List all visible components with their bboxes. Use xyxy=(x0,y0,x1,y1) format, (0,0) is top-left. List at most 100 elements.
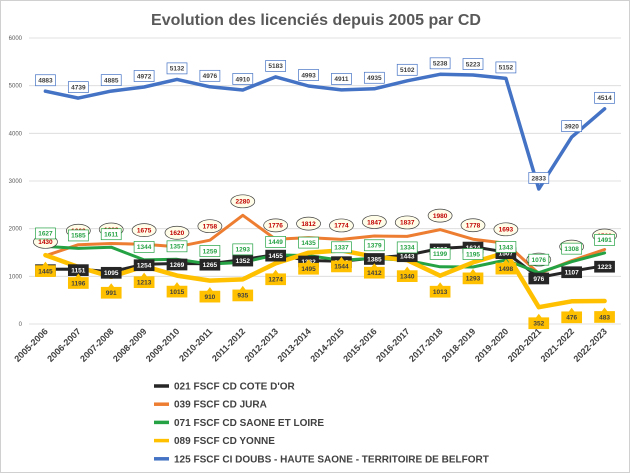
svg-text:5132: 5132 xyxy=(170,66,185,73)
gridlines xyxy=(29,37,621,325)
data-label: 1495 xyxy=(298,259,319,275)
svg-text:1107: 1107 xyxy=(565,270,579,277)
data-label: 1498 xyxy=(495,259,517,275)
data-label: 1758 xyxy=(197,219,223,234)
svg-text:2833: 2833 xyxy=(532,175,547,182)
data-label: 1774 xyxy=(329,218,354,233)
data-label: 1340 xyxy=(396,266,418,282)
y-tick-label: 4000 xyxy=(9,131,23,137)
data-label: 1293 xyxy=(462,268,484,285)
svg-text:1412: 1412 xyxy=(367,270,382,277)
data-label: 2833 xyxy=(528,172,550,184)
x-tick-label: 2022-2023 xyxy=(571,326,609,364)
data-label: 4935 xyxy=(363,71,385,84)
data-label: 483 xyxy=(594,307,615,323)
svg-text:1491: 1491 xyxy=(597,237,612,244)
data-label: 1265 xyxy=(199,258,221,271)
data-label: 1847 xyxy=(361,215,387,229)
data-label: 1693 xyxy=(493,222,519,237)
series-lines xyxy=(43,72,607,310)
svg-text:1199: 1199 xyxy=(433,251,447,258)
svg-text:935: 935 xyxy=(237,293,248,300)
svg-text:1620: 1620 xyxy=(170,230,185,237)
data-label: 1455 xyxy=(265,249,287,262)
data-label: 1778 xyxy=(460,218,486,233)
data-label: 5183 xyxy=(265,60,287,72)
x-tick-label: 2012-2013 xyxy=(243,326,281,364)
data-label: 4911 xyxy=(331,73,352,85)
svg-text:1435: 1435 xyxy=(301,240,316,247)
data-label: 910 xyxy=(199,287,221,303)
x-tick-label: 2021-2022 xyxy=(539,326,577,364)
data-label: 1293 xyxy=(232,243,254,256)
legend-entry: 071 FSCF CD SAONE ET LOIRE xyxy=(154,418,324,429)
y-tick-label: 6000 xyxy=(9,36,23,42)
data-label: 476 xyxy=(561,307,583,324)
svg-text:4935: 4935 xyxy=(367,75,382,82)
x-tick-label: 2014-2015 xyxy=(308,326,346,364)
legend-entry: 125 FSCF CI DOUBS - HAUTE SAONE - TERRIT… xyxy=(154,454,489,465)
legend-label: 021 FSCF CD COTE D'OR xyxy=(174,382,296,393)
svg-text:976: 976 xyxy=(533,276,544,283)
svg-text:1980: 1980 xyxy=(433,213,448,220)
data-label: 4885 xyxy=(100,74,122,86)
svg-text:1352: 1352 xyxy=(236,258,251,265)
svg-text:1778: 1778 xyxy=(466,223,481,230)
svg-text:1013: 1013 xyxy=(433,289,448,296)
svg-text:1337: 1337 xyxy=(334,245,349,252)
data-label: 1620 xyxy=(164,225,190,240)
data-label: 4910 xyxy=(232,73,254,85)
svg-text:1293: 1293 xyxy=(236,247,251,254)
data-label: 991 xyxy=(100,283,122,299)
data-label: 1344 xyxy=(133,241,155,253)
y-tick-label: 1000 xyxy=(9,274,23,280)
data-label: 1435 xyxy=(298,236,319,249)
y-tick-label: 5000 xyxy=(9,84,23,90)
svg-text:1343: 1343 xyxy=(499,244,514,251)
data-label: 935 xyxy=(232,285,254,302)
svg-text:1774: 1774 xyxy=(334,223,349,230)
data-label: 2280 xyxy=(230,194,256,209)
data-label: 1385 xyxy=(363,253,385,265)
svg-text:5152: 5152 xyxy=(499,65,514,72)
data-label: 1223 xyxy=(594,260,615,273)
svg-text:1344: 1344 xyxy=(137,244,152,251)
svg-text:1196: 1196 xyxy=(71,280,85,287)
x-tick-label: 2008-2009 xyxy=(111,326,149,364)
data-label: 1776 xyxy=(263,218,289,233)
data-label: 1195 xyxy=(462,248,484,260)
svg-text:1269: 1269 xyxy=(170,262,185,269)
data-label: 1812 xyxy=(296,216,321,231)
svg-text:1254: 1254 xyxy=(137,263,152,270)
data-label: 1076 xyxy=(528,253,550,266)
data-label: 4972 xyxy=(133,70,155,82)
data-label: 1585 xyxy=(67,229,89,242)
svg-text:4910: 4910 xyxy=(236,76,251,83)
svg-text:3920: 3920 xyxy=(564,123,579,130)
data-label: 1980 xyxy=(427,208,453,223)
svg-text:4514: 4514 xyxy=(597,95,612,102)
svg-text:4976: 4976 xyxy=(203,73,218,80)
svg-text:1213: 1213 xyxy=(137,279,152,286)
svg-text:1837: 1837 xyxy=(400,220,415,227)
svg-text:1430: 1430 xyxy=(38,239,53,246)
data-label: 1675 xyxy=(131,223,157,238)
svg-text:1544: 1544 xyxy=(334,264,349,271)
svg-text:1151: 1151 xyxy=(71,267,85,274)
data-label: 1213 xyxy=(133,272,155,289)
svg-text:1076: 1076 xyxy=(532,257,547,264)
x-tick-label: 2005-2006 xyxy=(12,326,50,364)
data-label: 1095 xyxy=(100,266,122,279)
legend-label: 089 FSCF CD YONNE xyxy=(174,436,275,447)
svg-text:476: 476 xyxy=(566,315,577,322)
svg-text:1758: 1758 xyxy=(203,224,218,231)
data-label: 1334 xyxy=(396,241,418,254)
data-label: 1379 xyxy=(363,239,385,252)
x-tick-label: 2019-2020 xyxy=(473,326,511,364)
data-label: 5223 xyxy=(462,58,484,70)
svg-text:4911: 4911 xyxy=(334,76,348,83)
data-label: 1308 xyxy=(561,242,583,255)
x-tick-label: 2013-2014 xyxy=(275,326,313,364)
svg-text:1445: 1445 xyxy=(38,268,53,275)
svg-text:910: 910 xyxy=(204,294,215,301)
